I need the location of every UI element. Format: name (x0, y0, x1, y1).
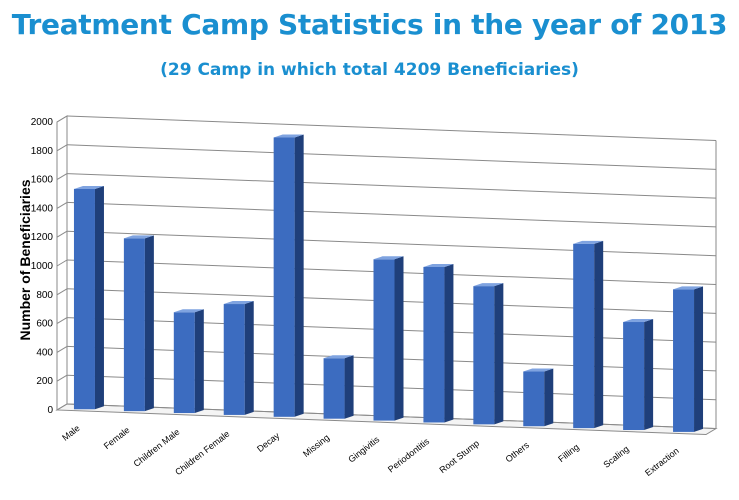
bar (373, 256, 404, 421)
x-category-label: Gingivitis (346, 434, 381, 465)
x-category-label: Children Female (173, 429, 231, 478)
x-category-label: Root Stump (437, 438, 481, 475)
gridline (66, 230, 717, 257)
bar-side (194, 309, 204, 414)
bar-front (473, 286, 495, 425)
bar-front (523, 371, 545, 427)
bar (673, 286, 704, 432)
bar-side (244, 301, 254, 415)
y-tick-label: 400 (36, 347, 53, 358)
bar-side (694, 286, 704, 432)
bar-front (223, 304, 245, 415)
y-tick-label: 1600 (31, 175, 54, 186)
bar-top (273, 134, 304, 138)
bar (73, 185, 104, 410)
gridline-side (56, 288, 68, 296)
bar-top (423, 263, 454, 267)
bar (273, 134, 304, 417)
y-axis-label: Number of Beneficiaries (17, 179, 33, 340)
x-category-label: Female (102, 425, 132, 451)
bar-top (673, 286, 704, 290)
bar-top (573, 240, 604, 244)
bar (323, 355, 354, 419)
y-tick-label: 800 (36, 290, 53, 301)
bar-side (644, 319, 654, 431)
gridline-side (56, 144, 68, 152)
bar-front (123, 238, 145, 412)
y-tick-label: 1800 (31, 146, 54, 157)
bar-side (294, 134, 304, 417)
bar (523, 368, 554, 427)
bar (573, 240, 604, 429)
bar-side (594, 240, 604, 429)
bar-top (73, 185, 104, 189)
bar-front (373, 259, 395, 421)
x-category-label: Others (504, 440, 532, 465)
gridline (66, 144, 717, 170)
gridline (66, 201, 717, 228)
y-tick-label: 0 (47, 405, 53, 416)
y-tick-label: 600 (36, 319, 53, 330)
bar (123, 235, 154, 412)
gridline (66, 115, 717, 142)
bar (223, 301, 254, 415)
y-tick-label: 200 (36, 376, 53, 387)
bar-side (144, 235, 154, 412)
gridline (66, 173, 717, 199)
bar-front (573, 243, 595, 429)
bars-layer (73, 134, 704, 432)
gridline-side (56, 345, 68, 353)
y-tick-label: 1400 (31, 203, 54, 214)
bar (473, 283, 504, 425)
x-category-label: Extraction (643, 446, 681, 479)
bar (423, 263, 454, 423)
bar-front (673, 289, 695, 432)
bar-top (623, 319, 654, 323)
x-category-label: Periodontitis (386, 436, 432, 475)
bar-top (473, 283, 504, 287)
bar-front (623, 322, 645, 431)
gridline-side (56, 201, 68, 209)
bar-front (323, 358, 345, 419)
gridline-side (56, 230, 68, 238)
y-tick-label: 2000 (31, 117, 54, 128)
bar-side (544, 368, 554, 427)
gridline-side (56, 317, 68, 325)
gridline-side (56, 403, 68, 411)
x-category-label: Missing (301, 432, 331, 459)
y-tick-labels: 0 200 400 600 800 1000 1200 1400 1600 1800 2000 (31, 117, 54, 416)
bar-front (273, 137, 295, 417)
bar-front (73, 188, 95, 410)
bar-side (394, 256, 404, 421)
gridline-side (56, 374, 68, 382)
gridline-side (56, 173, 68, 181)
x-category-label: Filling (556, 442, 581, 464)
x-category-label: Male (60, 423, 82, 443)
bar-top (223, 301, 254, 305)
bar-front (423, 266, 445, 423)
bar-top (523, 368, 554, 372)
gridline-side (56, 259, 68, 267)
x-category-label: Children Male (132, 427, 182, 469)
bar (623, 319, 654, 431)
x-category-label: Scaling (601, 444, 630, 470)
y-tick-label: 1000 (31, 261, 54, 272)
chart-subtitle: (29 Camp in which total 4209 Beneficiari… (160, 60, 579, 80)
bar-front (173, 312, 195, 414)
bar-top (173, 309, 204, 313)
bar-side (94, 185, 104, 410)
bar (173, 309, 204, 414)
gridline-side (56, 115, 68, 123)
bar-top (323, 355, 354, 359)
x-category-label: Decay (255, 430, 282, 454)
bar-top (123, 235, 154, 239)
bar-top (373, 256, 404, 260)
chart-title: Treatment Camp Statistics in the year of… (11, 8, 728, 41)
bar-side (494, 283, 504, 425)
bar-side (444, 263, 454, 423)
bar-side (344, 355, 354, 419)
y-tick-label: 1200 (31, 232, 54, 243)
